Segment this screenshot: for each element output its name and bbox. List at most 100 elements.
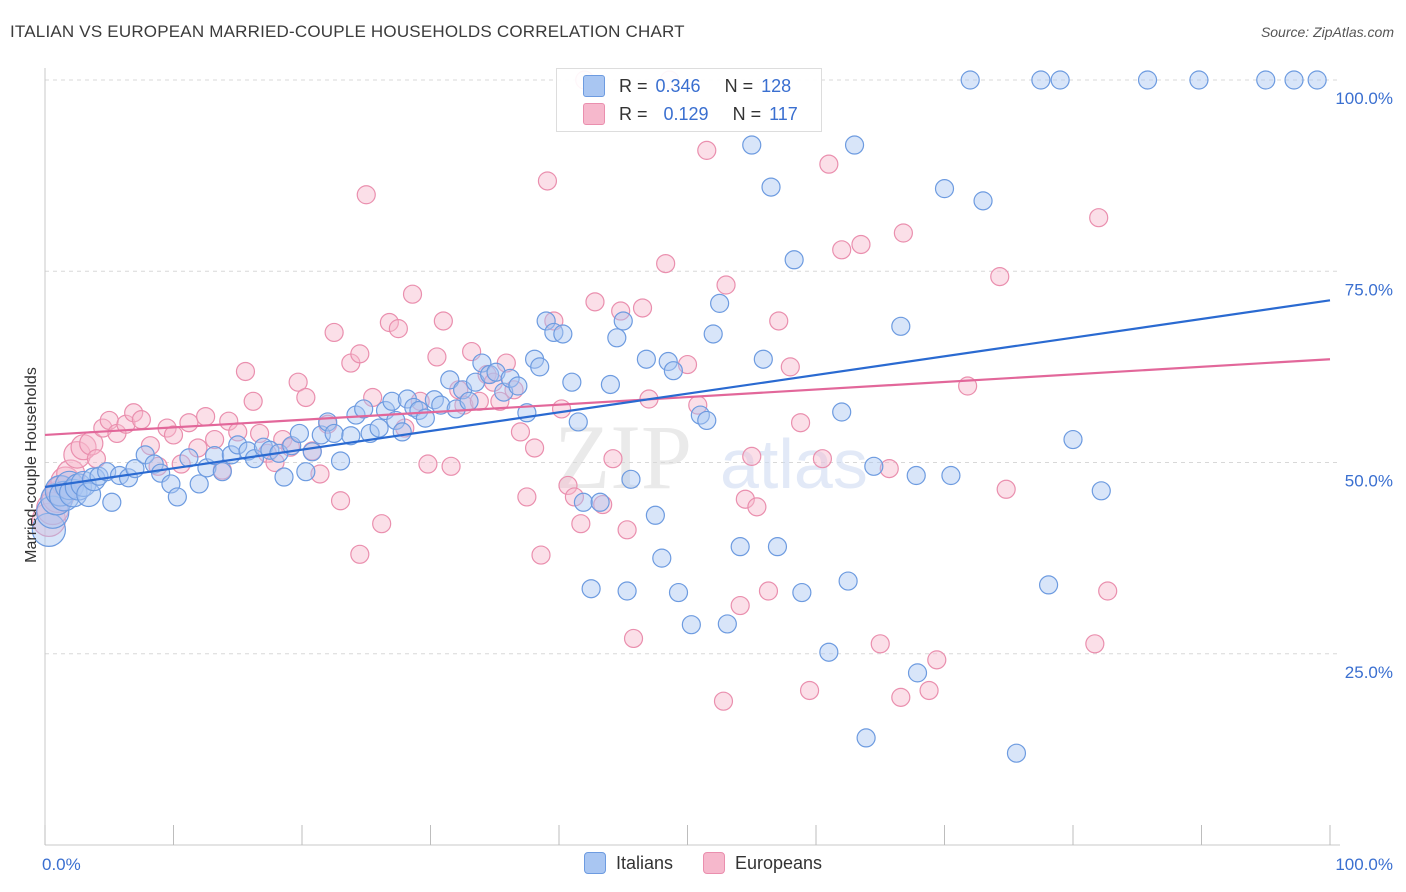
europeans-point[interactable] [517, 487, 537, 507]
europeans-point[interactable] [819, 154, 839, 174]
italians-point[interactable] [1307, 70, 1327, 90]
europeans-point[interactable] [510, 422, 531, 442]
europeans-point[interactable] [163, 425, 184, 445]
italians-point[interactable] [205, 446, 225, 466]
italians-point[interactable] [440, 370, 460, 390]
italians-point[interactable] [530, 357, 550, 377]
italians-point[interactable] [472, 353, 492, 373]
europeans-point[interactable] [812, 449, 833, 469]
italians-point[interactable] [621, 469, 641, 489]
italians-point[interactable] [1050, 70, 1070, 90]
europeans-point[interactable] [531, 545, 551, 565]
italians-point[interactable] [1031, 70, 1051, 90]
europeans-point[interactable] [735, 489, 755, 509]
italians-point[interactable] [697, 410, 717, 431]
europeans-point[interactable] [571, 514, 591, 534]
europeans-point[interactable] [350, 544, 370, 564]
europeans-point[interactable] [402, 284, 423, 304]
europeans-point[interactable] [131, 410, 151, 430]
europeans-point[interactable] [742, 446, 762, 466]
italians-point[interactable] [302, 442, 322, 462]
italians-point[interactable] [424, 390, 444, 410]
italians-point[interactable] [369, 418, 389, 438]
italians-point[interactable] [573, 492, 594, 512]
italians-point[interactable] [459, 391, 479, 411]
italians-point[interactable] [581, 579, 601, 599]
italians-point[interactable] [652, 548, 672, 568]
italians-point[interactable] [36, 495, 70, 529]
italians-point[interactable] [941, 465, 961, 486]
europeans-point[interactable] [196, 407, 216, 427]
italians-point[interactable] [613, 311, 633, 331]
italians-point[interactable] [238, 441, 258, 461]
europeans-point[interactable] [350, 344, 370, 364]
italians-point[interactable] [792, 582, 812, 603]
europeans-point[interactable] [1085, 634, 1105, 654]
italians-point[interactable] [934, 179, 955, 199]
europeans-point[interactable] [356, 185, 376, 205]
europeans-point[interactable] [758, 581, 779, 601]
europeans-point[interactable] [893, 223, 913, 243]
italians-point[interactable] [784, 250, 804, 270]
italians-point[interactable] [973, 191, 993, 211]
italians-point[interactable] [600, 374, 621, 395]
europeans-point[interactable] [990, 267, 1010, 287]
italians-point[interactable] [1006, 743, 1027, 763]
europeans-point[interactable] [330, 491, 351, 511]
italians-point[interactable] [212, 462, 232, 482]
europeans-point[interactable] [388, 319, 408, 339]
europeans-point[interactable] [372, 514, 392, 534]
europeans-point[interactable] [427, 347, 447, 367]
italians-point[interactable] [960, 70, 980, 90]
europeans-point[interactable] [927, 650, 947, 670]
italians-point[interactable] [864, 456, 884, 476]
europeans-point[interactable] [243, 391, 263, 411]
legend-item-europeans[interactable]: Europeans [702, 852, 822, 874]
italians-point[interactable] [907, 663, 928, 683]
italians-point[interactable] [690, 405, 710, 425]
europeans-point[interactable] [747, 497, 767, 517]
italians-point[interactable] [274, 467, 294, 487]
europeans-point[interactable] [537, 171, 558, 191]
italians-point[interactable] [761, 177, 781, 197]
italians-point[interactable] [742, 135, 762, 155]
europeans-point[interactable] [124, 403, 144, 423]
europeans-point[interactable] [891, 687, 911, 707]
europeans-point[interactable] [1098, 581, 1118, 601]
italians-point[interactable] [500, 368, 520, 388]
italians-point[interactable] [703, 324, 723, 344]
europeans-point[interactable] [851, 234, 871, 255]
europeans-point[interactable] [551, 399, 572, 419]
italians-point[interactable] [856, 728, 876, 748]
italians-point[interactable] [668, 582, 689, 603]
italians-point[interactable] [76, 482, 102, 508]
italians-point[interactable] [1038, 575, 1059, 595]
italians-point[interactable] [891, 316, 911, 336]
europeans-point[interactable] [433, 311, 453, 331]
europeans-point[interactable] [116, 414, 136, 434]
europeans-point[interactable] [677, 354, 698, 375]
italians-point[interactable] [710, 293, 730, 313]
italians-point[interactable] [730, 537, 750, 557]
italians-point[interactable] [409, 400, 429, 421]
italians-point[interactable] [360, 423, 380, 444]
europeans-point[interactable] [799, 680, 820, 701]
italians-point[interactable] [1284, 70, 1304, 90]
italians-point[interactable] [753, 349, 773, 369]
europeans-point[interactable] [544, 311, 564, 331]
europeans-point[interactable] [632, 298, 653, 318]
europeans-point[interactable] [716, 275, 736, 295]
italians-point[interactable] [658, 351, 678, 372]
italians-point[interactable] [296, 462, 316, 482]
italians-point[interactable] [906, 465, 926, 486]
italians-point[interactable] [1189, 70, 1209, 90]
europeans-point[interactable] [179, 413, 199, 433]
europeans-point[interactable] [1089, 208, 1109, 228]
italians-point[interactable] [568, 412, 588, 432]
italians-point[interactable] [717, 614, 737, 634]
italians-point[interactable] [102, 492, 122, 512]
italians-point[interactable] [536, 311, 556, 331]
italians-point[interactable] [431, 395, 451, 415]
europeans-point[interactable] [324, 322, 344, 343]
italians-point[interactable] [838, 571, 858, 591]
